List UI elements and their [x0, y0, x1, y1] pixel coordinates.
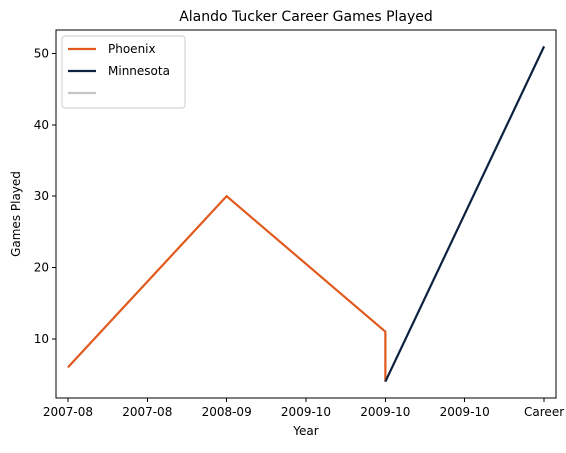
x-tick-label: Career [524, 405, 564, 419]
x-axis-title: Year [292, 424, 318, 438]
chart-title: Alando Tucker Career Games Played [179, 9, 433, 25]
legend: Phoenix Minnesota [61, 35, 186, 109]
x-tick-label: 2009-10 [360, 405, 410, 419]
y-tick-label: 50 [34, 47, 49, 61]
x-tick-label: 2008-09 [202, 405, 252, 419]
x-tick-label: 2009-10 [440, 405, 490, 419]
legend-label: Phoenix [108, 42, 156, 56]
legend-box [61, 35, 186, 109]
y-tick-label: 20 [34, 260, 49, 274]
y-tick-label: 40 [34, 118, 49, 132]
y-tick-label: 30 [34, 189, 49, 203]
plot-lines [67, 45, 546, 383]
y-axis-title: Games Played [9, 171, 23, 257]
x-tick-label: 2007-08 [43, 405, 93, 419]
x-tick-label: 2009-10 [281, 405, 331, 419]
legend-label: Minnesota [108, 64, 170, 78]
x-tick-label: 2007-08 [122, 405, 172, 419]
y-tick-label: 10 [34, 332, 49, 346]
y-axis-ticks: 10 20 30 40 50 [34, 47, 56, 346]
series-line-minnesota [384, 45, 546, 383]
series-line-phoenix [67, 194, 387, 382]
x-axis-ticks: 2007-08 2007-08 2008-09 2009-10 2009-10 2009-… [43, 398, 564, 419]
